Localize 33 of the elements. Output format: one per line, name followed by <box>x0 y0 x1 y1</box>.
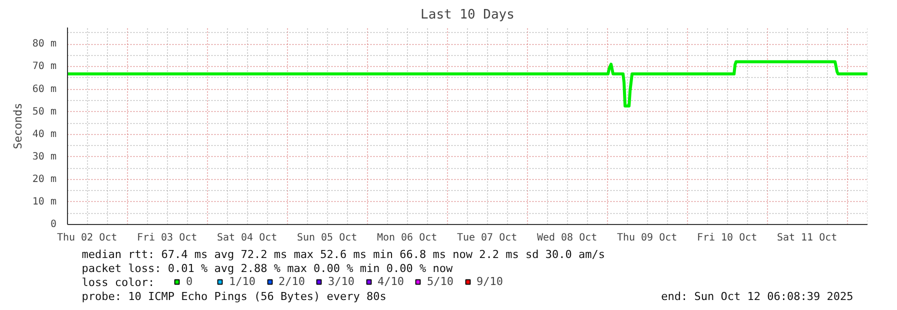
x-tick-label: Sun 05 Oct <box>296 232 358 244</box>
x-tick-label: Tue 07 Oct <box>456 232 518 244</box>
x-tick-label: Fri 10 Oct <box>696 232 758 244</box>
y-tick-label: 60 m <box>32 84 57 95</box>
y-tick-label: 80 m <box>32 38 57 50</box>
y-axis-title: Seconds <box>11 102 24 150</box>
legend-label: 0 <box>186 275 194 288</box>
x-tick-label: Fri 03 Oct <box>136 232 198 244</box>
y-tick-label: 40 m <box>32 128 57 140</box>
y-tick-label: 70 m <box>32 61 57 72</box>
x-tick-label: Thu 02 Oct <box>56 232 118 244</box>
y-tick-label: 30 m <box>32 151 57 162</box>
y-tick-label: 50 m <box>32 106 57 118</box>
legend-label: 9/10 <box>476 275 503 288</box>
y-tick-label: 0 <box>50 219 57 230</box>
y-tick-label: 20 m <box>32 174 57 185</box>
legend-label: 3/10 <box>328 275 354 288</box>
y-tick-label: 10 m <box>32 196 57 208</box>
x-tick-label: Wed 08 Oct <box>536 232 598 244</box>
x-tick-label: Mon 06 Oct <box>376 232 438 244</box>
legend-label: 5/10 <box>427 275 454 288</box>
legend-title: loss color: <box>82 276 155 289</box>
text: probe: 10 ICMP Echo Pings (56 Bytes) every 80s <box>82 290 386 303</box>
text: packet loss: 0.01 % avg 2.88 % max 0.00 % min 0.00 % now <box>82 262 454 275</box>
legend-label: 1/10 <box>229 275 256 288</box>
text: end: Sun Oct 12 06:08:39 2025 <box>661 290 854 303</box>
x-tick-label: Sat 04 Oct <box>216 232 278 244</box>
chart-title: Last 10 Days <box>420 8 514 22</box>
x-tick-label: Thu 09 Oct <box>616 232 678 244</box>
text: median rtt: 67.4 ms avg 72.2 ms max 52.6 ms min 66.8 ms now 2.2 ms sd 30.0 am/s <box>82 248 605 261</box>
legend-label: 2/10 <box>278 275 305 288</box>
legend-label: 4/10 <box>378 275 404 288</box>
x-tick-label: Sat 11 Oct <box>776 232 838 244</box>
